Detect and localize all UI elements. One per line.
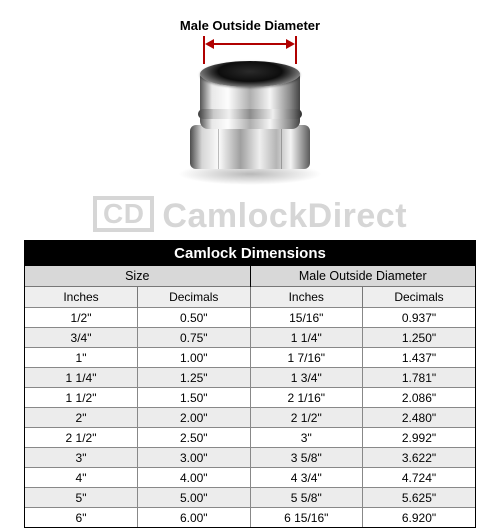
group-header-mod: Male Outside Diameter [250, 266, 475, 287]
table-cell: 5.625" [363, 488, 476, 508]
table-cell: 2.00" [138, 408, 251, 428]
bracket-left [203, 36, 205, 64]
bracket-right [295, 36, 297, 64]
table-cell: 3 5/8" [250, 448, 363, 468]
diagram-area: Male Outside Diameter [0, 0, 500, 200]
table-cell: 15/16" [250, 308, 363, 328]
arrow-right-icon [286, 39, 295, 49]
group-header-size: Size [25, 266, 250, 287]
table-cell: 2.086" [363, 388, 476, 408]
watermark-badge: CD [93, 196, 154, 232]
table-cell: 0.50" [138, 308, 251, 328]
col-header: Inches [250, 287, 363, 308]
table-cell: 4" [25, 468, 138, 488]
watermark-text: CamlockDirect [162, 197, 407, 235]
table-row: 1 1/2"1.50"2 1/16"2.086" [25, 388, 475, 408]
table-cell: 1.00" [138, 348, 251, 368]
table-cell: 2 1/16" [250, 388, 363, 408]
table-cell: 0.75" [138, 328, 251, 348]
diagram-label: Male Outside Diameter [180, 18, 320, 33]
table-cell: 2" [25, 408, 138, 428]
table-cell: 1.25" [138, 368, 251, 388]
arrow-line [214, 43, 286, 45]
table-cell: 3/4" [25, 328, 138, 348]
table-cell: 2.480" [363, 408, 476, 428]
table-cell: 2.50" [138, 428, 251, 448]
table-cell: 1.250" [363, 328, 476, 348]
table-cell: 1 1/2" [25, 388, 138, 408]
table-cell: 5 5/8" [250, 488, 363, 508]
table-cell: 1 3/4" [250, 368, 363, 388]
table-cell: 5.00" [138, 488, 251, 508]
table-cell: 1" [25, 348, 138, 368]
table-cell: 3" [250, 428, 363, 448]
table-row: 5"5.00"5 5/8"5.625" [25, 488, 475, 508]
table-cell: 0.937" [363, 308, 476, 328]
table-cell: 1.781" [363, 368, 476, 388]
watermark: CDCamlockDirect [0, 196, 500, 236]
table-cell: 2.992" [363, 428, 476, 448]
table-cell: 1/2" [25, 308, 138, 328]
table-row: 4"4.00"4 3/4"4.724" [25, 468, 475, 488]
table-cell: 2 1/2" [25, 428, 138, 448]
col-header: Decimals [138, 287, 251, 308]
camlock-fitting-illustration [190, 45, 310, 185]
table-cell: 5" [25, 488, 138, 508]
table-cell: 1 1/4" [250, 328, 363, 348]
table-cell: 6.920" [363, 508, 476, 528]
dimension-arrow [205, 37, 295, 51]
table-cell: 6" [25, 508, 138, 528]
table-cell: 4.724" [363, 468, 476, 488]
table-row: 6"6.00"6 15/16"6.920" [25, 508, 475, 528]
table-row: 3/4"0.75"1 1/4"1.250" [25, 328, 475, 348]
table-cell: 1.437" [363, 348, 476, 368]
table-cell: 3.00" [138, 448, 251, 468]
table-row: 1 1/4"1.25"1 3/4"1.781" [25, 368, 475, 388]
table-title: Camlock Dimensions [25, 241, 475, 266]
col-header: Inches [25, 287, 138, 308]
table-cell: 1 1/4" [25, 368, 138, 388]
col-header: Decimals [363, 287, 476, 308]
table-cell: 3.622" [363, 448, 476, 468]
table-cell: 1.50" [138, 388, 251, 408]
table-cell: 3" [25, 448, 138, 468]
dimensions-table: Camlock Dimensions Size Male Outside Dia… [24, 240, 476, 528]
table-cell: 6 15/16" [250, 508, 363, 528]
table-row: 1/2"0.50"15/16"0.937" [25, 308, 475, 328]
table-cell: 2 1/2" [250, 408, 363, 428]
table-cell: 6.00" [138, 508, 251, 528]
table-row: 2 1/2"2.50"3"2.992" [25, 428, 475, 448]
table-row: 1"1.00"1 7/16"1.437" [25, 348, 475, 368]
table-cell: 4 3/4" [250, 468, 363, 488]
table-cell: 4.00" [138, 468, 251, 488]
table-cell: 1 7/16" [250, 348, 363, 368]
table-row: 2"2.00"2 1/2"2.480" [25, 408, 475, 428]
table-row: 3"3.00"3 5/8"3.622" [25, 448, 475, 468]
arrow-left-icon [205, 39, 214, 49]
